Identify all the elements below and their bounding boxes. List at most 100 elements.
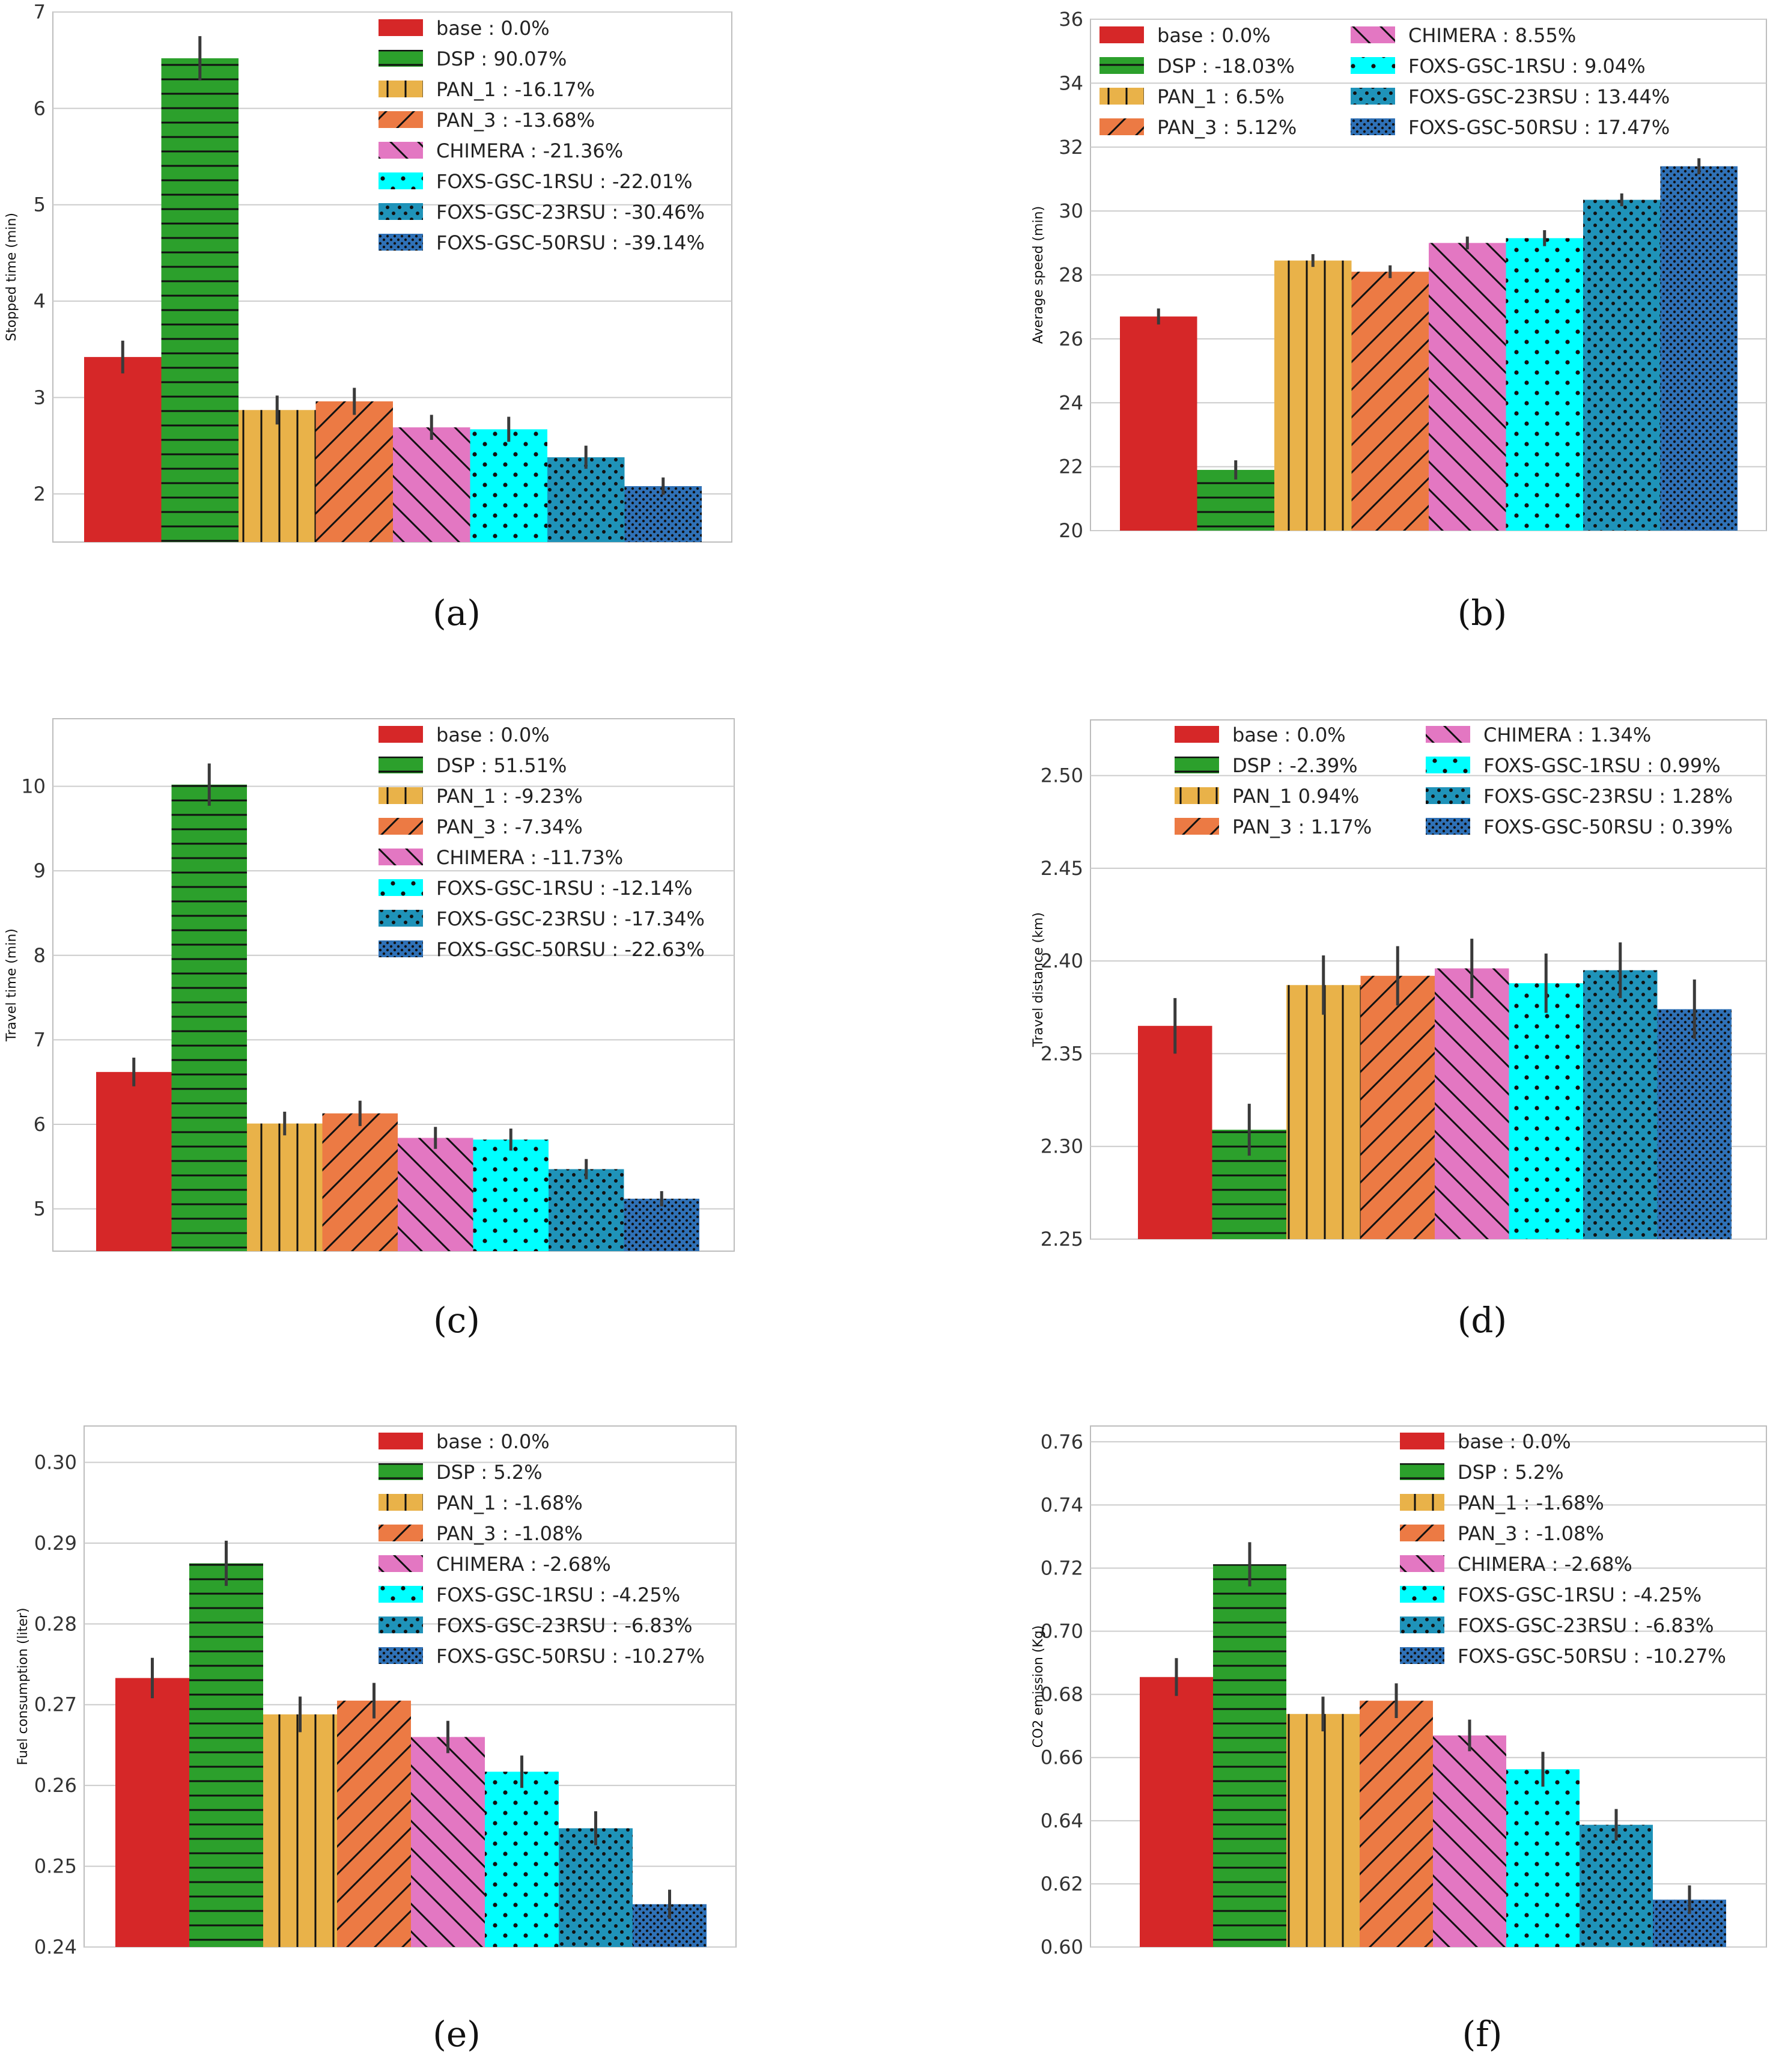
legend-entry: PAN_1 : -16.17% [436,78,595,101]
y-tick-label: 0.62 [1041,1872,1083,1895]
panel-caption: (b) [1458,593,1507,633]
bar-hatch-chimera [398,1138,473,1251]
bar-hatch-foxs-gsc-50rsu [1660,166,1738,531]
legend-swatch-hatch [379,111,423,128]
legend-swatch-hatch [379,818,423,835]
legend-swatch-hatch [1400,1586,1444,1603]
y-tick-label: 2.50 [1041,764,1083,787]
bar-hatch-foxs-gsc-23rsu [547,457,625,542]
panel-caption: (a) [433,593,481,633]
legend-swatch-hatch [1175,787,1219,804]
legend-entry: CHIMERA : 1.34% [1483,724,1651,746]
bar-hatch-foxs-gsc-50rsu [1657,1009,1732,1239]
y-axis-label: Stopped time (min) [4,213,19,341]
y-tick-label: 2.35 [1041,1042,1083,1065]
y-tick-label: 5 [34,1198,46,1220]
legend-entry: DSP : 5.2% [436,1461,543,1484]
legend-entry: CHIMERA : 8.55% [1408,24,1576,47]
y-tick-label: 0.27 [34,1693,77,1716]
legend-swatch-hatch [1351,57,1395,74]
y-tick-label: 0.74 [1041,1493,1083,1516]
bar-hatch-pan_3 [1360,975,1435,1239]
y-tick-label: 2.40 [1041,949,1083,972]
legend-swatch-hatch [1400,1494,1444,1511]
legend-entry: PAN_1 : 6.5% [1157,85,1285,108]
legend-entry: DSP : 51.51% [436,754,567,777]
legend-swatch-hatch [379,142,423,159]
legend-entry: FOXS-GSC-50RSU : 17.47% [1408,116,1670,139]
y-tick-label: 0.60 [1041,1936,1083,1958]
bar-hatch-foxs-gsc-23rsu [549,1169,624,1251]
legend-entry: PAN_3 : -13.68% [436,109,595,132]
legend-entry: DSP : -2.39% [1232,754,1358,777]
chart-panel-c: 5 6 7 8 9 10 Travel time (min) base : 0.0% DSP :… [4,718,735,1341]
legend-swatch-hatch [1400,1647,1444,1664]
bar-hatch-pan_1 [263,1714,337,1947]
legend-entry: FOXS-GSC-50RSU : -39.14% [436,231,705,254]
legend-swatch-hatch [379,234,423,251]
chart-panel-d: 2.25 2.30 2.35 2.40 2.45 2.50 Travel distance … [1031,719,1767,1341]
bar-base [84,357,162,542]
y-axis-label: Travel time (min) [4,928,19,1042]
legend-swatch-hatch [1099,88,1144,105]
legend-swatch-hatch [1400,1525,1444,1541]
legend-entry: base : 0.0% [1458,1430,1571,1453]
bar-hatch-dsp [189,1563,263,1947]
y-tick-label: 0.25 [34,1855,77,1878]
legend-swatch [1400,1433,1444,1449]
y-tick-label: 0.29 [34,1532,77,1555]
bar-base [96,1071,172,1251]
legend-swatch-hatch [379,1525,423,1541]
legend-swatch-hatch [379,50,423,67]
y-tick-label: 0.26 [34,1774,77,1797]
legend-entry: FOXS-GSC-23RSU : 1.28% [1483,785,1733,808]
bar-hatch-pan_3 [315,401,393,542]
legend-swatch [1099,26,1144,43]
y-tick-label: 2.45 [1041,857,1083,880]
legend-entry: CHIMERA : -11.73% [436,846,623,869]
y-tick-label: 0.72 [1041,1556,1083,1579]
y-tick-label: 2.30 [1041,1135,1083,1158]
legend-swatch-hatch [379,1494,423,1511]
y-axis-label: Fuel consumption (liter) [16,1607,31,1765]
bar-hatch-chimera [1433,1735,1506,1947]
legend-entry: PAN_3 : 5.12% [1157,116,1297,139]
legend-entry: PAN_3 : -7.34% [436,815,583,838]
legend-entry: FOXS-GSC-1RSU : -4.25% [436,1583,680,1606]
y-tick-label: 8 [34,944,46,967]
y-tick-label: 0.70 [1041,1620,1083,1643]
bar-hatch-pan_3 [337,1701,411,1947]
bar-base [115,1678,189,1947]
legend-entry: FOXS-GSC-23RSU : -17.34% [436,907,705,930]
y-tick-label: 9 [34,859,46,882]
bar-hatch-pan_1 [1286,985,1361,1239]
legend-swatch [379,19,423,36]
y-tick-label: 20 [1059,519,1083,542]
bar-hatch-foxs-gsc-1rsu [470,429,547,542]
y-tick-label: 2.25 [1041,1228,1083,1251]
y-tick-label: 28 [1059,264,1083,287]
bar-hatch-foxs-gsc-1rsu [1506,238,1583,531]
bar-hatch-dsp [1197,469,1274,531]
bar-hatch-chimera [411,1737,485,1947]
legend-entry: DSP : 5.2% [1458,1461,1564,1484]
legend-entry: PAN_3 : 1.17% [1232,815,1372,838]
legend-entry: FOXS-GSC-23RSU : 13.44% [1408,85,1670,108]
legend-swatch-hatch [1426,787,1470,804]
legend-entry: FOXS-GSC-1RSU : 9.04% [1408,55,1646,78]
legend-entry: FOXS-GSC-23RSU : -6.83% [436,1614,693,1637]
bar-hatch-foxs-gsc-1rsu [473,1139,549,1251]
bar-hatch-pan_1 [239,410,316,542]
legend-swatch-hatch [379,203,423,220]
legend-swatch-hatch [1400,1616,1444,1633]
y-tick-label: 36 [1059,8,1083,31]
legend-swatch-hatch [379,787,423,804]
chart-panel-a: 2 3 4 5 6 7 Stopped time (min) base : 0.0% DSP :… [4,1,732,633]
legend-entry: FOXS-GSC-1RSU : -22.01% [436,170,693,193]
legend-swatch-hatch [1400,1555,1444,1572]
legend-swatch-hatch [1175,818,1219,835]
legend-entry: PAN_1 0.94% [1232,785,1359,808]
y-tick-label: 0.68 [1041,1683,1083,1706]
y-tick-label: 2 [34,483,46,505]
